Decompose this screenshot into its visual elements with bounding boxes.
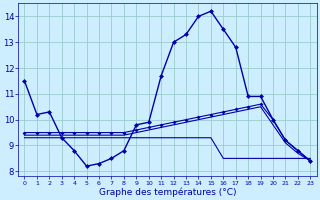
X-axis label: Graphe des températures (°C): Graphe des températures (°C) [99,187,236,197]
